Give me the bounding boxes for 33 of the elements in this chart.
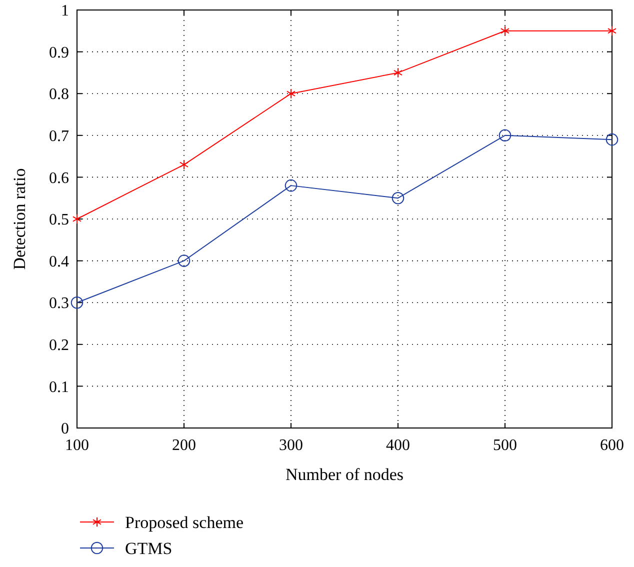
x-tick-label: 200 [172, 437, 196, 454]
y-tick-label: 0.4 [49, 253, 69, 270]
x-tick-label: 600 [600, 437, 624, 454]
point [393, 68, 403, 78]
point [72, 214, 82, 224]
y-tick-label: 0.7 [49, 128, 69, 145]
x-tick-label: 300 [279, 437, 303, 454]
point [179, 160, 189, 170]
y-tick-label: 0 [61, 420, 69, 438]
point [286, 88, 296, 99]
point [500, 26, 510, 36]
x-tick-label: 100 [65, 437, 89, 454]
point [607, 26, 617, 36]
point [284, 179, 298, 192]
y-tick-label: 0.3 [49, 295, 69, 312]
y-tick-label: 0.1 [49, 378, 69, 396]
point [606, 133, 618, 146]
legend-label: Proposed scheme [125, 512, 244, 532]
y-tick-label: 0.2 [49, 337, 69, 354]
point [498, 129, 512, 142]
legend-label: GTMS [125, 538, 172, 558]
x-axis-title: Number of nodes [285, 465, 404, 484]
y-tick-label: 0.6 [49, 170, 69, 187]
y-tick-label: 0.9 [49, 44, 69, 62]
y-tick-label: 1 [61, 2, 69, 20]
x-tick-label: 500 [493, 437, 517, 454]
point [70, 296, 84, 309]
y-tick-label: 0.8 [49, 86, 69, 104]
point [392, 192, 404, 204]
point [178, 254, 190, 267]
x-tick-label: 400 [386, 437, 410, 454]
y-axis-title: Detection ratio [10, 168, 29, 270]
y-tick-label: 0.5 [49, 212, 69, 229]
